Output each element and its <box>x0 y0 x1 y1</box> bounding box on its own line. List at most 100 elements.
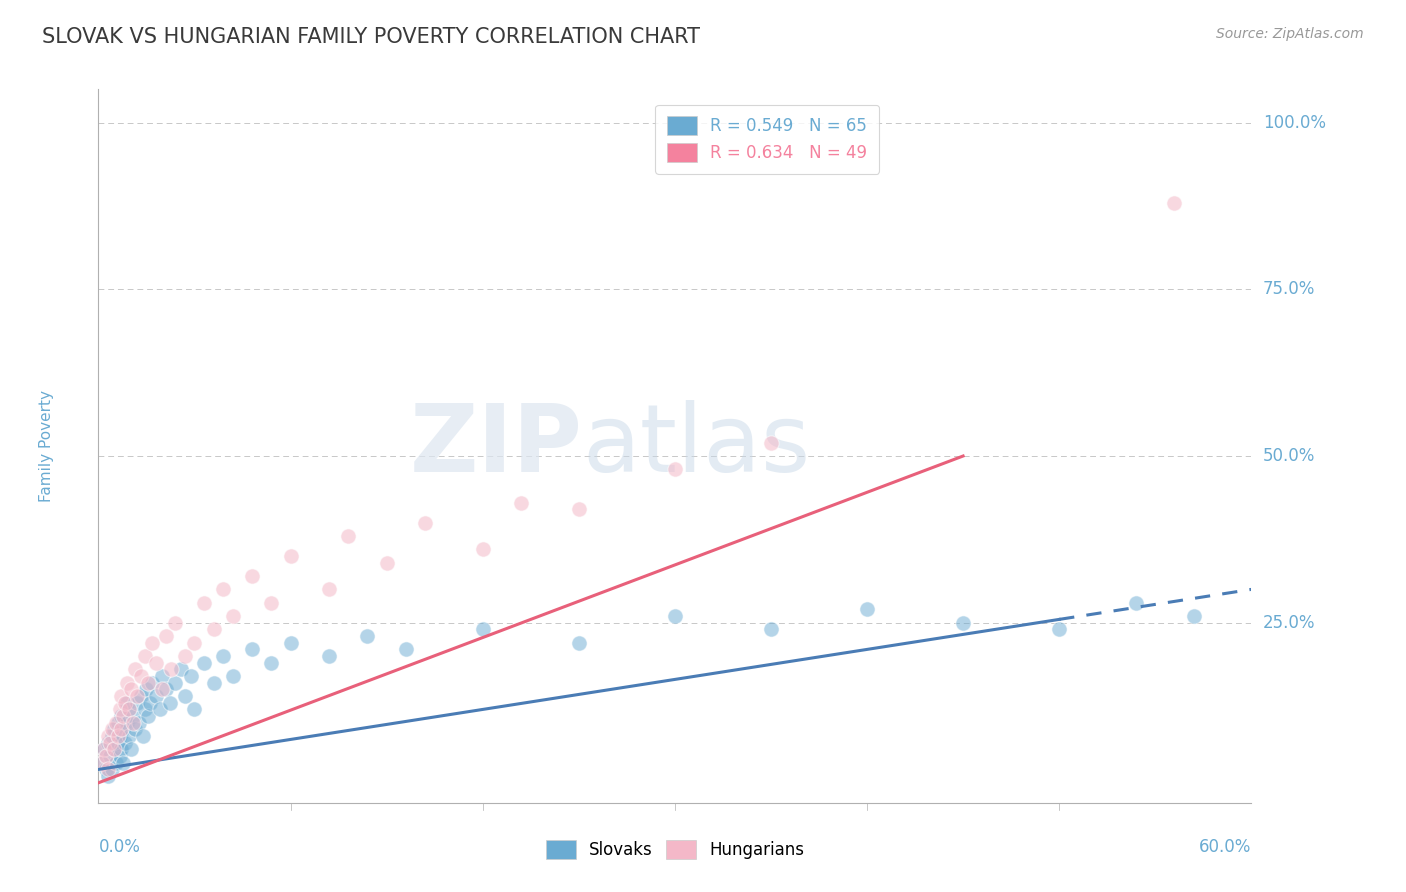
Point <box>139 696 162 710</box>
Point <box>124 662 146 676</box>
Point <box>120 682 142 697</box>
Point <box>117 675 138 690</box>
Point <box>103 723 125 737</box>
Point <box>107 729 129 743</box>
Point <box>114 696 136 710</box>
Point <box>91 756 114 770</box>
Point <box>112 756 135 770</box>
Point <box>104 715 127 730</box>
Point <box>118 729 141 743</box>
Point <box>107 736 129 750</box>
Point <box>101 723 124 737</box>
Point <box>97 736 120 750</box>
Point <box>112 723 135 737</box>
Point <box>240 642 263 657</box>
Point <box>664 609 686 624</box>
Point <box>202 675 225 690</box>
Point <box>103 742 125 756</box>
Point <box>155 682 177 697</box>
Point <box>413 516 436 530</box>
Point <box>125 696 148 710</box>
Point <box>568 636 591 650</box>
Point <box>94 763 117 777</box>
Point <box>101 729 124 743</box>
Point <box>150 669 173 683</box>
Point <box>318 649 340 664</box>
Point <box>149 702 172 716</box>
Point <box>141 636 163 650</box>
Text: Family Poverty: Family Poverty <box>39 390 53 502</box>
Point <box>395 642 418 657</box>
Point <box>138 709 160 723</box>
Point <box>101 763 124 777</box>
Point <box>356 629 378 643</box>
Point <box>260 596 283 610</box>
Point <box>664 462 686 476</box>
Point <box>117 696 138 710</box>
Point <box>94 749 117 764</box>
Point <box>97 769 120 783</box>
Point <box>280 636 302 650</box>
Point <box>159 696 181 710</box>
Point <box>1047 623 1070 637</box>
Point <box>183 702 205 716</box>
Point <box>160 662 183 676</box>
Point <box>150 682 173 697</box>
Point <box>117 715 138 730</box>
Point <box>110 689 132 703</box>
Point <box>337 529 360 543</box>
Point <box>118 702 141 716</box>
Text: ZIP: ZIP <box>409 400 582 492</box>
Point <box>145 656 167 670</box>
Text: atlas: atlas <box>582 400 811 492</box>
Point <box>141 675 163 690</box>
Point <box>1163 195 1185 210</box>
Point <box>93 742 115 756</box>
Text: 100.0%: 100.0% <box>1263 113 1326 131</box>
Point <box>103 742 125 756</box>
Point <box>759 435 782 450</box>
Point <box>97 729 120 743</box>
Point <box>759 623 782 637</box>
Point <box>122 715 145 730</box>
Point <box>155 629 177 643</box>
Point <box>131 729 153 743</box>
Text: 60.0%: 60.0% <box>1199 838 1251 856</box>
Text: 50.0%: 50.0% <box>1263 447 1315 465</box>
Point <box>122 709 145 723</box>
Point <box>183 636 205 650</box>
Point <box>128 715 150 730</box>
Point <box>98 749 121 764</box>
Point <box>180 669 202 683</box>
Point <box>125 689 148 703</box>
Point <box>1125 596 1147 610</box>
Point <box>856 602 879 616</box>
Point <box>107 715 129 730</box>
Point <box>118 702 141 716</box>
Point <box>134 649 156 664</box>
Point <box>120 742 142 756</box>
Point <box>212 649 235 664</box>
Text: SLOVAK VS HUNGARIAN FAMILY POVERTY CORRELATION CHART: SLOVAK VS HUNGARIAN FAMILY POVERTY CORRE… <box>42 27 700 46</box>
Point <box>240 569 263 583</box>
Point <box>471 623 494 637</box>
Point <box>193 656 215 670</box>
Point <box>471 542 494 557</box>
Point <box>138 675 160 690</box>
Point <box>165 615 187 630</box>
Point <box>222 609 245 624</box>
Point <box>202 623 225 637</box>
Point <box>318 582 340 597</box>
Point <box>280 549 302 563</box>
Point <box>193 596 215 610</box>
Point <box>568 502 591 516</box>
Point <box>110 723 132 737</box>
Text: 25.0%: 25.0% <box>1263 614 1316 632</box>
Point <box>174 689 197 703</box>
Point <box>170 662 193 676</box>
Point <box>108 749 131 764</box>
Text: Source: ZipAtlas.com: Source: ZipAtlas.com <box>1216 27 1364 41</box>
Point <box>174 649 197 664</box>
Point <box>222 669 245 683</box>
Text: 75.0%: 75.0% <box>1263 280 1315 298</box>
